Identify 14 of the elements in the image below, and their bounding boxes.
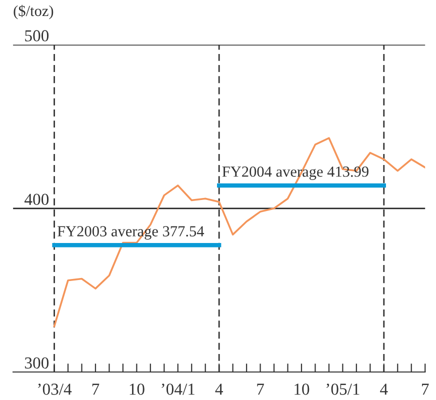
x-tick-label: 7 — [92, 384, 100, 395]
x-tick-label: ’03/4 — [38, 384, 72, 395]
x-tick-label: 7 — [257, 384, 264, 395]
x-tick-label: 10 — [294, 384, 310, 395]
x-tick-label: ’05/1 — [326, 384, 360, 395]
x-tick-label: 4 — [380, 384, 388, 395]
y-tick-label: 400 — [24, 194, 49, 206]
y-tick-label: 300 — [24, 357, 49, 369]
x-tick-label: 4 — [215, 384, 223, 395]
x-tick-label: 7 — [422, 384, 429, 395]
y-tick-label: 500 — [25, 30, 49, 42]
x-tick-label: 10 — [130, 384, 144, 395]
y-axis-title: ($/toz) — [14, 4, 54, 20]
x-tick-label: ’04/1 — [162, 384, 194, 395]
